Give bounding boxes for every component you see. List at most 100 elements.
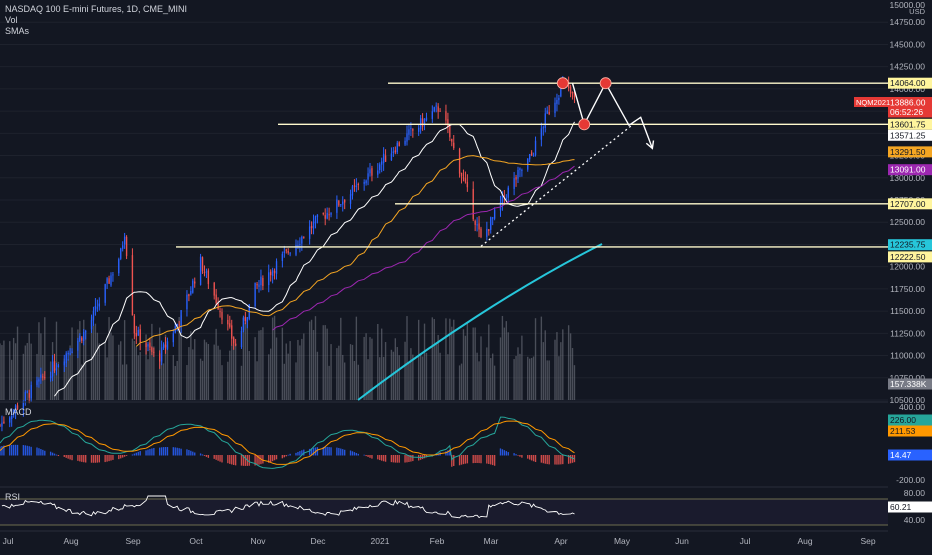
volume-bar (527, 356, 529, 400)
macd-histogram-bar (330, 447, 332, 456)
volume-bar (437, 335, 439, 400)
volume-bar (14, 343, 17, 400)
macd-histogram-bar (77, 455, 79, 461)
macd-histogram-bar (147, 449, 149, 456)
macd-histogram-bar (542, 455, 544, 464)
macd-histogram-bar (517, 455, 519, 456)
time-label: Jul (740, 536, 751, 546)
candle (201, 256, 204, 274)
volume-bar (451, 326, 453, 400)
price-badge-signal: 211.53 (888, 425, 932, 437)
volume-bar (55, 321, 58, 400)
legend-symbol[interactable]: NASDAQ 100 E-mini Futures, 1D, CME_MINI (5, 4, 188, 14)
candle (299, 237, 301, 253)
candle-body (242, 317, 245, 331)
candle-body (137, 330, 139, 336)
macd-histogram-bar (493, 455, 496, 466)
volume-bar (377, 324, 379, 400)
macd-histogram-bar (164, 447, 167, 456)
volume-bar (519, 353, 521, 400)
macd-histogram-bar (357, 453, 359, 456)
candle-body (285, 249, 287, 251)
macd-histogram-bar (353, 452, 356, 456)
macd-histogram-bar (9, 445, 11, 456)
candle (22, 400, 25, 417)
macd-histogram-bar (268, 455, 270, 463)
macd-histogram-bar (486, 455, 488, 464)
price-badge-text: 211.53 (890, 426, 916, 436)
candle (275, 258, 278, 280)
candle-body (330, 213, 332, 215)
price-badge-text: 14064.00 (890, 78, 926, 88)
rsi-label[interactable]: RSI (5, 492, 21, 502)
volume-bar (554, 339, 556, 400)
candle-body (14, 405, 17, 412)
candle-body (433, 107, 435, 112)
macd-histogram-bar (295, 452, 297, 456)
legend-smas[interactable]: SMAs (5, 26, 30, 36)
candle-body (363, 182, 365, 184)
volume-bar (513, 359, 515, 400)
candle-body (159, 353, 161, 362)
volume-bar (458, 365, 461, 400)
volume-bar (271, 317, 274, 400)
candle (281, 251, 284, 268)
macd-histogram-bar (548, 455, 550, 465)
candle (447, 112, 449, 134)
price-badge-text: 12222.50 (890, 252, 926, 262)
macd-histogram-bar (71, 455, 73, 461)
macd-tick: -200.00 (896, 475, 925, 485)
volume-bar (505, 321, 507, 400)
candle (540, 122, 543, 147)
volume-bar (137, 355, 139, 400)
candle (476, 217, 478, 232)
macd-histogram-bar (133, 453, 136, 456)
macd-histogram-bar (234, 455, 237, 466)
candle (554, 97, 556, 118)
candle (392, 147, 395, 157)
macd-histogram-bar (213, 455, 215, 459)
candle-body (271, 270, 274, 277)
volume-bar (260, 330, 262, 400)
volume-bar (110, 332, 112, 400)
macd-histogram-bar (149, 448, 151, 456)
macd-label[interactable]: MACD (5, 407, 32, 417)
volume-bar (328, 365, 330, 400)
candle-body (233, 337, 235, 344)
price-badge-bg (888, 449, 932, 461)
volume-bar (192, 349, 194, 400)
candle (493, 207, 496, 221)
macd-histogram-bar (186, 449, 188, 456)
candle-body (451, 138, 453, 142)
candle-body (377, 170, 379, 175)
candle (38, 377, 40, 388)
volume-bar (492, 353, 494, 400)
candle (106, 277, 108, 289)
candle-body (133, 315, 136, 334)
candle-body (219, 311, 221, 313)
candle (349, 189, 352, 210)
candle (227, 314, 229, 331)
candle (297, 240, 299, 250)
candle (312, 214, 315, 235)
candle-body (460, 172, 463, 177)
macd-histogram-bar (540, 455, 543, 463)
macd-histogram-bar (125, 455, 128, 456)
macd-histogram-bar (447, 450, 449, 456)
price-badge-bg (888, 129, 932, 141)
volume-bar (472, 327, 474, 400)
macd-histogram-bar (256, 455, 258, 466)
candle (513, 171, 515, 196)
price-tick: 11000.00 (890, 351, 925, 361)
macd-histogram-bar (478, 455, 480, 464)
volume-bar (139, 351, 141, 400)
volume-bar (79, 321, 81, 400)
candle (49, 371, 52, 382)
legend-vol[interactable]: Vol (5, 15, 18, 25)
candle-body (244, 316, 247, 322)
candle (135, 325, 137, 345)
candle-body (521, 169, 523, 171)
candle (458, 147, 461, 178)
